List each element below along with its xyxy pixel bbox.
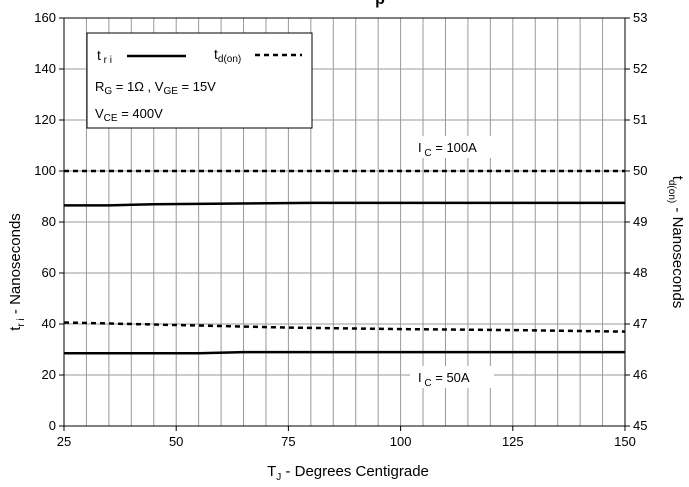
svg-text:RG = 1Ω , VGE = 15V: RG = 1Ω , VGE = 15V: [95, 79, 216, 97]
series-lines: [63, 169, 626, 355]
annotation-ic-50a: I C = 50A: [410, 366, 494, 389]
x-tick-label: 50: [169, 434, 183, 449]
tri-line-50a: [64, 350, 625, 355]
left-y-tick-label: 80: [42, 214, 56, 229]
right-y-tick-label: 49: [633, 214, 647, 229]
right-y-tick-label: 51: [633, 112, 647, 127]
legend: t r i td(on) RG = 1Ω , VGE = 15V VCE = 4…: [86, 32, 313, 129]
right-y-axis-title: td(on) - Nanoseconds: [666, 176, 686, 309]
x-tick-label: 150: [614, 434, 636, 449]
right-y-tick-label: 50: [633, 163, 647, 178]
svg-text:I C = 50A: I C = 50A: [418, 370, 470, 389]
left-y-axis-title: tr i - Nanoseconds: [7, 213, 27, 331]
right-y-tick-label: 48: [633, 265, 647, 280]
left-y-tick-label: 120: [34, 112, 56, 127]
right-y-tick-labels: 45 46 47 48 49 50 51 52 53: [625, 10, 647, 433]
left-y-tick-label: 100: [34, 163, 56, 178]
right-y-tick-label: 53: [633, 10, 647, 25]
right-y-tick-label: 45: [633, 418, 647, 433]
x-tick-label: 25: [57, 434, 71, 449]
x-tick-label: 125: [502, 434, 524, 449]
left-y-tick-label: 160: [34, 10, 56, 25]
chart-title-fragment: p: [305, 0, 455, 9]
right-y-tick-label: 47: [633, 316, 647, 331]
svg-text:I C = 100A: I C = 100A: [418, 140, 477, 159]
x-tick-labels: 25 50 75 100 125 150: [57, 426, 636, 449]
left-y-tick-label: 140: [34, 61, 56, 76]
x-tick-label: 75: [281, 434, 295, 449]
x-axis-title: TJ - Degrees Centigrade: [267, 463, 429, 483]
tdon-line-50a: [63, 321, 626, 333]
left-y-tick-label: 60: [42, 265, 56, 280]
annotation-ic-100a: I C = 100A: [408, 136, 500, 159]
left-y-tick-label: 0: [49, 418, 56, 433]
x-tick-label: 100: [390, 434, 412, 449]
right-y-tick-label: 52: [633, 61, 647, 76]
left-y-tick-label: 20: [42, 367, 56, 382]
tri-line-100a: [64, 201, 625, 207]
left-y-tick-labels: 0 20 40 60 80 100 120 140 160: [34, 10, 64, 433]
right-y-tick-label: 46: [633, 367, 647, 382]
left-y-tick-label: 40: [42, 316, 56, 331]
